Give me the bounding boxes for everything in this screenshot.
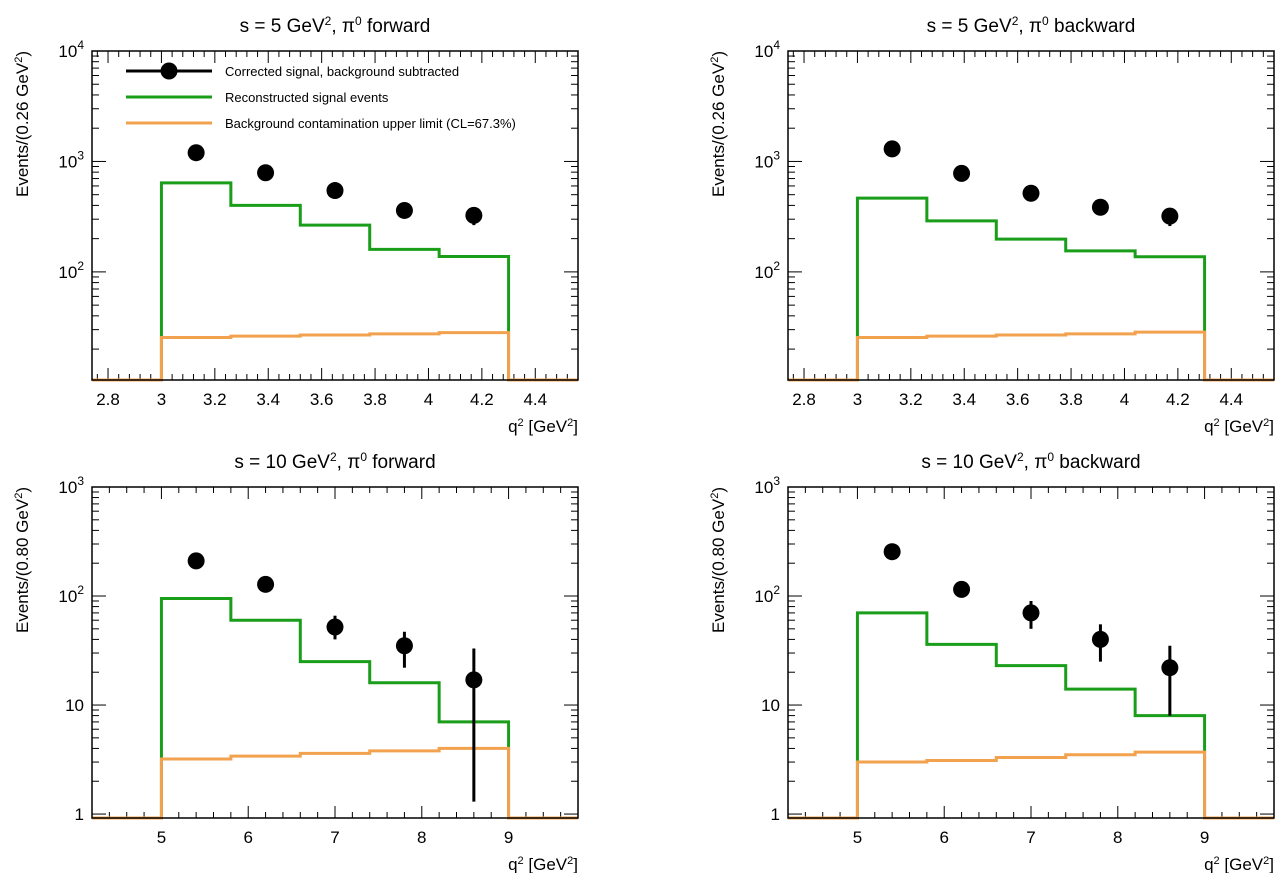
x-tick-label: 6: [939, 828, 948, 847]
x-tick-label: 7: [1026, 828, 1035, 847]
legend-signal-label: Reconstructed signal events: [225, 90, 389, 105]
y-axis-label: Events/(0.26 GeV2): [709, 51, 728, 197]
x-axis-label: q2 [GeV2]: [508, 855, 578, 873]
y-axis-label: Events/(0.80 GeV2): [13, 487, 32, 633]
x-tick-label: 8: [1113, 828, 1122, 847]
x-tick-label: 3: [853, 390, 862, 409]
y-tick-label: 103: [58, 474, 84, 497]
y-tick-label: 102: [754, 583, 780, 606]
data-point: [326, 182, 344, 200]
chart-title: s = 5 GeV2, π0 backward: [927, 14, 1136, 37]
x-tick-label: 4: [424, 390, 433, 409]
x-tick-label: 3.6: [1006, 390, 1030, 409]
data-point: [953, 580, 971, 598]
data-point: [883, 140, 901, 158]
background-histogram: [92, 746, 578, 820]
x-tick-label: 4.2: [1166, 390, 1190, 409]
background-histogram: [92, 331, 578, 382]
x-tick-label: 3.8: [363, 390, 387, 409]
signal-histogram: [788, 611, 1274, 820]
x-tick-label: 5: [157, 828, 166, 847]
x-tick-label: 3.2: [203, 390, 227, 409]
x-tick-label: 3.2: [899, 390, 923, 409]
y-tick-label: 103: [754, 148, 780, 171]
y-tick-label: 104: [754, 38, 780, 61]
x-tick-label: 3.6: [310, 390, 334, 409]
data-point: [883, 543, 901, 561]
x-tick-label: 4.4: [523, 390, 547, 409]
x-tick-label: 5: [853, 828, 862, 847]
signal-histogram: [788, 196, 1274, 382]
legend-background-label: Background contamination upper limit (CL…: [225, 116, 516, 131]
plot-frame: [787, 50, 1275, 381]
data-point: [1022, 604, 1040, 622]
x-tick-label: 4: [1120, 390, 1129, 409]
x-axis-label: q2 [GeV2]: [1204, 855, 1274, 873]
data-point: [257, 164, 275, 182]
chart-title: s = 10 GeV2, π0 backward: [921, 450, 1140, 473]
y-tick-label: 1: [771, 805, 780, 824]
x-tick-label: 4.4: [1219, 390, 1243, 409]
background-histogram: [788, 330, 1274, 382]
x-tick-label: 4.2: [470, 390, 494, 409]
x-tick-label: 9: [504, 828, 513, 847]
y-tick-label: 102: [58, 259, 84, 282]
data-point: [465, 206, 483, 224]
data-point: [257, 575, 275, 593]
plot-frame: [787, 486, 1275, 819]
plot-frame: [91, 50, 579, 381]
y-tick-label: 103: [58, 148, 84, 171]
legend: Corrected signal, background subtracted R…: [126, 62, 516, 131]
x-tick-label: 9: [1200, 828, 1209, 847]
data-point: [1161, 659, 1179, 677]
x-tick-label: 3: [157, 390, 166, 409]
data-point: [1161, 207, 1179, 225]
data-point: [465, 671, 483, 689]
chart-title: s = 5 GeV2, π0 forward: [240, 14, 431, 37]
y-tick-label: 103: [754, 474, 780, 497]
x-tick-label: 3.4: [256, 390, 280, 409]
panel-3: s = 10 GeV2, π0 forward Events/(0.80 GeV2…: [13, 450, 579, 873]
y-tick-label: 102: [754, 259, 780, 282]
data-point: [187, 552, 205, 570]
y-tick-label: 10: [65, 696, 84, 715]
data-point: [1022, 184, 1040, 202]
y-tick-label: 102: [58, 583, 84, 606]
data-point: [187, 144, 205, 162]
y-tick-label: 10: [761, 696, 780, 715]
x-tick-label: 7: [330, 828, 339, 847]
panel-1: s = 5 GeV2, π0 forward Events/(0.26 GeV2)…: [13, 14, 579, 436]
x-tick-label: 3.4: [952, 390, 976, 409]
x-tick-label: 3.8: [1059, 390, 1083, 409]
data-point: [395, 637, 413, 655]
panel-2: s = 5 GeV2, π0 backward Events/(0.26 GeV2…: [709, 14, 1275, 436]
signal-histogram: [92, 181, 578, 382]
x-tick-label: 2.8: [792, 390, 816, 409]
y-axis-label: Events/(0.80 GeV2): [709, 487, 728, 633]
data-point: [953, 164, 971, 182]
y-tick-label: 104: [58, 38, 84, 61]
y-tick-label: 1: [75, 805, 84, 824]
x-tick-label: 8: [417, 828, 426, 847]
legend-data-marker: [160, 62, 178, 80]
x-axis-label: q2 [GeV2]: [508, 417, 578, 436]
data-point: [1091, 198, 1109, 216]
data-point: [326, 618, 344, 636]
x-tick-label: 2.8: [96, 390, 120, 409]
data-point: [1091, 630, 1109, 648]
x-tick-label: 6: [243, 828, 252, 847]
legend-data-label: Corrected signal, background subtracted: [225, 64, 459, 79]
panel-4: s = 10 GeV2, π0 backward Events/(0.80 GeV…: [709, 450, 1275, 873]
signal-histogram: [92, 596, 578, 820]
data-point: [395, 201, 413, 219]
plot-frame: [91, 486, 579, 819]
background-histogram: [788, 750, 1274, 820]
x-axis-label: q2 [GeV2]: [1204, 417, 1274, 436]
y-axis-label: Events/(0.26 GeV2): [13, 51, 32, 197]
chart-title: s = 10 GeV2, π0 forward: [234, 450, 435, 473]
